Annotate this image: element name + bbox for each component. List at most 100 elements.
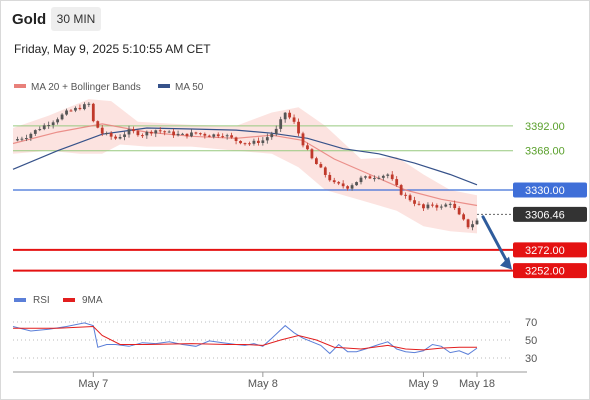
candle — [377, 175, 381, 180]
candle — [190, 129, 193, 138]
candle — [221, 133, 225, 139]
candle — [87, 102, 91, 108]
candle-body — [176, 133, 180, 136]
candle-body — [274, 128, 278, 134]
legend-swatch — [14, 298, 26, 302]
candle-body — [69, 110, 73, 112]
candle — [145, 130, 149, 139]
candle-body — [355, 182, 358, 186]
candle — [381, 174, 385, 181]
candle — [328, 172, 332, 182]
candle — [149, 130, 153, 136]
rsi-ma-line — [13, 325, 477, 351]
candle-body — [185, 133, 189, 137]
candle-body — [323, 167, 327, 175]
timeframe-button[interactable]: 30 MIN — [51, 7, 101, 31]
rsi-tick-label: 30 — [525, 353, 537, 365]
candle-body — [475, 220, 479, 225]
candle — [413, 196, 416, 207]
candle — [203, 132, 207, 139]
candle — [20, 136, 24, 142]
candle-body — [359, 177, 363, 183]
candle-body — [386, 174, 390, 176]
candle — [123, 131, 126, 141]
candle — [355, 181, 358, 186]
x-tick-label: May 8 — [248, 378, 278, 390]
candle-body — [207, 135, 211, 137]
candle — [274, 125, 278, 137]
candle-body — [279, 119, 283, 129]
candle-body — [82, 104, 86, 110]
candle — [368, 174, 372, 180]
candle — [216, 132, 220, 138]
candle — [466, 218, 470, 229]
level-label: 3330.00 — [525, 185, 565, 197]
legend-label: MA 20 + Bollinger Bands — [31, 82, 141, 93]
candle-body — [158, 130, 162, 132]
candle-body — [310, 149, 314, 159]
candle — [270, 131, 274, 140]
candle — [243, 142, 247, 146]
candle — [176, 130, 180, 137]
candle — [118, 134, 122, 140]
candle — [332, 177, 336, 184]
candle — [265, 133, 269, 144]
candle — [56, 117, 60, 125]
support-tag — [513, 242, 587, 258]
candle-body — [38, 129, 42, 131]
candle — [279, 116, 283, 132]
candle-body — [346, 186, 350, 189]
level-label: 3368.00 — [525, 146, 565, 158]
pivot-tag — [513, 182, 587, 198]
candle — [350, 183, 354, 191]
legend-label: MA 50 — [175, 82, 204, 93]
candle-body — [234, 137, 238, 141]
candle — [248, 141, 251, 146]
candle — [29, 132, 33, 141]
candle — [194, 131, 198, 135]
candle — [109, 131, 113, 140]
candle — [96, 120, 100, 129]
candle-body — [216, 134, 220, 137]
candle — [207, 134, 211, 138]
x-tick-label: May 7 — [78, 378, 108, 390]
candle-body — [350, 185, 354, 189]
x-tick-label: May 18 — [459, 378, 495, 390]
candle-body — [163, 131, 167, 133]
candle — [185, 133, 189, 139]
candle — [132, 126, 135, 134]
candle-body — [395, 179, 399, 186]
candle-body — [154, 130, 158, 134]
candle — [283, 111, 287, 123]
candle-body — [328, 174, 332, 181]
candle-body — [261, 140, 265, 144]
candle — [154, 129, 158, 138]
candle-body — [198, 133, 202, 135]
level-label: 3252.00 — [525, 266, 565, 278]
candle-body — [413, 200, 416, 204]
candle — [65, 108, 68, 116]
candle — [234, 136, 238, 145]
candle-body — [292, 117, 296, 122]
level-label: 3272.00 — [525, 245, 565, 257]
candle-body — [100, 127, 104, 134]
candle-body — [256, 140, 260, 144]
candle — [314, 156, 318, 165]
candle — [105, 131, 109, 136]
legend-swatch — [158, 84, 170, 88]
candle — [319, 161, 323, 169]
candle — [158, 127, 162, 134]
candle — [457, 206, 461, 216]
candle — [42, 123, 46, 131]
candle-body — [16, 139, 19, 141]
candle-body — [29, 133, 33, 139]
candle — [47, 121, 51, 129]
candle — [301, 131, 305, 148]
candle-body — [127, 129, 131, 135]
candle — [462, 212, 466, 221]
candle-body — [87, 103, 91, 105]
candle — [439, 204, 443, 210]
bollinger-band — [13, 99, 477, 234]
candle-body — [430, 204, 434, 206]
